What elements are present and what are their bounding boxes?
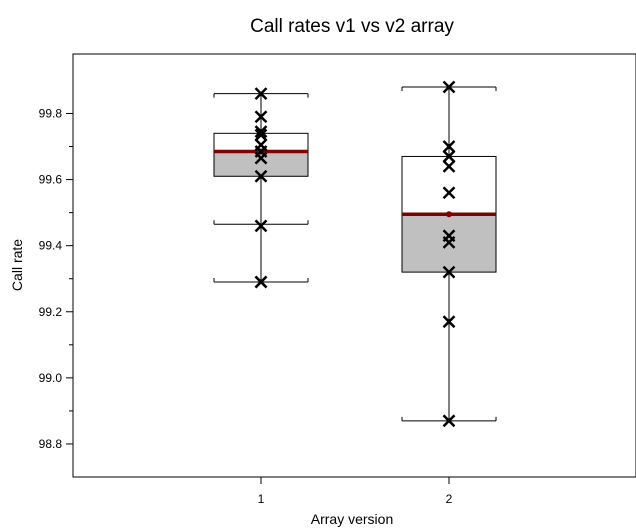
marker-stroke [254,110,268,124]
marker-stroke [254,128,268,142]
marker-stroke [254,275,268,289]
data-point [254,110,268,124]
box-group-2 [401,80,497,428]
y-tick-label: 99.2 [39,305,63,319]
box-lower [214,151,308,177]
x-axis-label: Array version [311,511,393,527]
plot-frame [72,53,636,478]
box-upper [214,133,308,152]
chart-title: Call rates v1 vs v2 array [250,16,454,37]
data-point [442,265,456,279]
marker-stroke [442,265,456,279]
marker-stroke [442,150,456,163]
data-point [442,414,456,428]
data-point [254,151,268,165]
data-point [442,315,456,329]
data-point [442,186,456,200]
box-group-1 [213,87,309,289]
marker-stroke [442,315,456,329]
marker-stroke [442,414,456,428]
y-tick-label: 99.6 [39,173,63,187]
marker-stroke [442,80,456,94]
data-point [254,169,268,183]
marker-stroke [442,235,456,249]
y-axis: 98.8 99.0 99.2 99.4 99.6 99.8 [39,106,73,451]
data-point [254,275,268,289]
x-tick-label: 2 [446,492,453,506]
data-point [442,235,456,249]
data-point [254,128,268,142]
data-point [254,87,268,101]
data-point [442,159,456,173]
boxes [213,80,497,428]
marker-stroke [254,219,268,233]
marker-stroke [442,140,456,153]
marker-stroke [254,151,268,165]
marker-stroke [442,186,456,200]
data-point [442,80,456,94]
marker-stroke [254,87,268,101]
data-point [254,125,268,139]
median-dot [446,211,452,218]
y-axis-label: Call rate [9,239,25,291]
data-point [442,150,456,163]
marker-stroke [254,125,268,139]
y-tick-label: 99.8 [39,106,63,120]
marker-stroke [254,169,268,183]
y-tick-label: 98.8 [39,437,63,451]
marker-stroke [442,159,456,173]
y-tick-label: 99.4 [39,239,63,253]
data-point [254,219,268,233]
data-point [442,140,456,153]
y-tick-label: 99.0 [39,371,63,385]
x-tick-label: 1 [258,492,265,506]
